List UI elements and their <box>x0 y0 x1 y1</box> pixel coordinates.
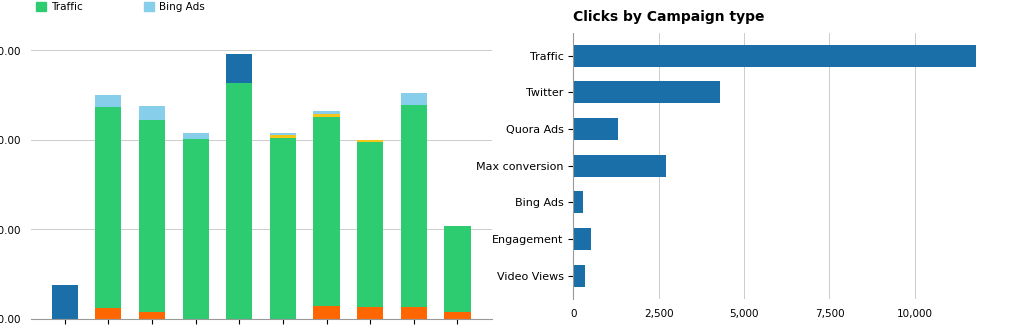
Bar <box>313 114 340 117</box>
Bar <box>182 139 209 318</box>
Bar <box>357 140 383 142</box>
Bar <box>182 134 209 139</box>
Bar <box>270 133 296 135</box>
Bar <box>313 306 340 318</box>
Bar <box>270 135 296 138</box>
Bar <box>226 54 252 84</box>
Bar <box>573 45 976 67</box>
Bar <box>400 105 427 307</box>
Legend: Max conversion, Traffic, Engagement, Bing Ads, Quora Ads: Max conversion, Traffic, Engagement, Bin… <box>36 0 306 12</box>
Bar <box>573 191 583 214</box>
Bar <box>313 111 340 114</box>
Bar <box>573 228 591 250</box>
Bar <box>51 285 78 318</box>
Bar <box>313 117 340 306</box>
Bar <box>139 120 165 312</box>
Bar <box>444 227 471 312</box>
Bar <box>357 142 383 307</box>
Bar <box>573 155 666 177</box>
Bar <box>357 307 383 318</box>
Bar <box>139 106 165 120</box>
Bar <box>444 312 471 318</box>
Bar <box>573 81 720 103</box>
Bar <box>573 265 586 287</box>
Text: Clicks by Campaign type: Clicks by Campaign type <box>573 10 765 24</box>
Bar <box>573 118 617 140</box>
Bar <box>95 107 122 308</box>
Bar <box>95 95 122 107</box>
Bar <box>95 308 122 318</box>
Bar <box>400 307 427 318</box>
Bar <box>270 138 296 318</box>
Bar <box>400 93 427 105</box>
Bar <box>226 84 252 318</box>
Bar <box>139 312 165 318</box>
